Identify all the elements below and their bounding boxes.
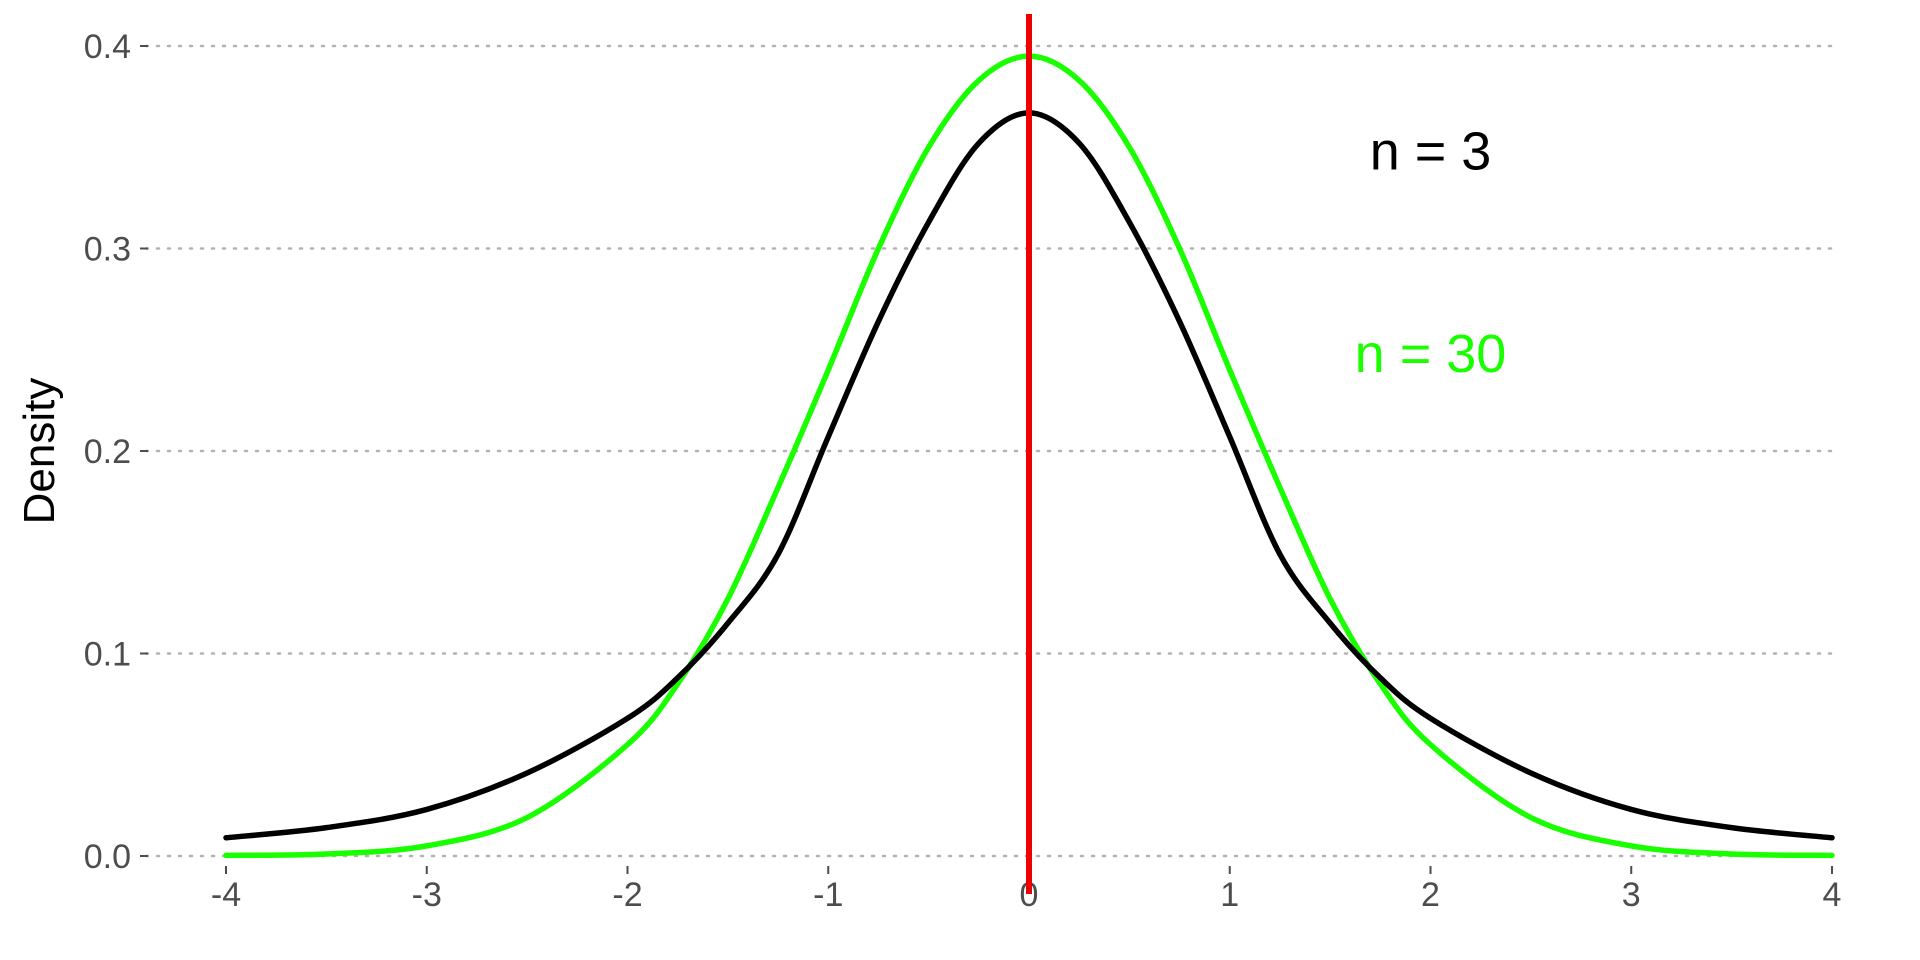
x-tick-label-6: 2 (1421, 876, 1440, 914)
y-tick-label-0: 0.0 (84, 838, 131, 876)
x-tick-label-8: 4 (1823, 876, 1842, 914)
x-axis-ticks: -4 -3 -2 -1 0 1 2 3 4 (211, 866, 1842, 914)
y-tick-label-1: 0.1 (84, 636, 131, 674)
annotation-label-1: n = 30 (1355, 324, 1507, 384)
annotation-label-0: n = 3 (1370, 121, 1492, 181)
x-tick-label-3: -1 (813, 876, 843, 914)
x-tick-label-4: 0 (1020, 876, 1039, 914)
x-tick-label-7: 3 (1622, 876, 1641, 914)
grid-lines (144, 44, 1840, 858)
y-axis-title: Density (15, 378, 64, 525)
y-tick-label-2: 0.2 (84, 433, 131, 471)
annotations: n = 3 n = 30 (1355, 121, 1507, 384)
y-tick-label-4: 0.4 (84, 28, 131, 66)
x-tick-label-1: -3 (412, 876, 442, 914)
y-axis-ticks: 0.0 0.1 0.2 0.3 0.4 (84, 28, 148, 876)
x-tick-label-5: 1 (1220, 876, 1239, 914)
y-tick-label-3: 0.3 (84, 231, 131, 269)
x-tick-label-0: -4 (211, 876, 241, 914)
x-tick-label-2: -2 (612, 876, 642, 914)
